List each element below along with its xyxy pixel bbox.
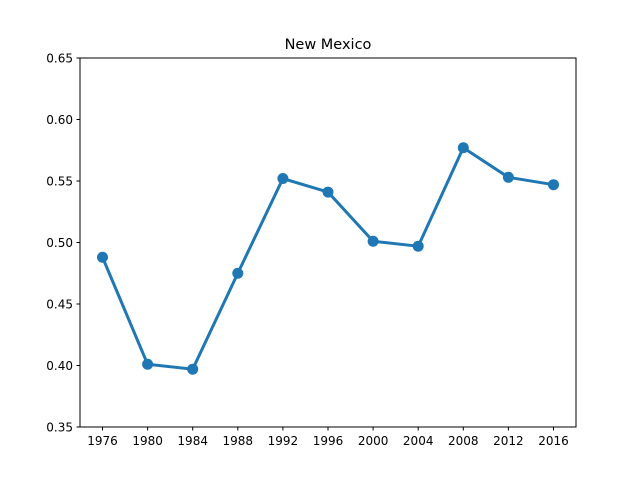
data-point (142, 358, 154, 370)
y-tick-label: 0.40 (46, 359, 73, 373)
data-point (232, 267, 244, 279)
x-tick-label: 1996 (313, 434, 344, 448)
plot-frame (79, 57, 577, 428)
data-point (97, 251, 108, 263)
x-tick-label: 1984 (177, 434, 208, 448)
y-axis: 0.35 0.40 0.45 0.50 0.55 0.60 0.65 (46, 51, 80, 434)
y-tick-label: 0.60 (46, 113, 73, 127)
y-tick-label: 0.50 (46, 236, 73, 250)
x-tick-label: 1976 (87, 434, 118, 448)
data-point (322, 186, 334, 198)
series-layer (97, 142, 559, 375)
data-point (277, 173, 289, 185)
x-tick-label: 2000 (358, 434, 389, 448)
data-point (457, 142, 469, 154)
x-tick-label: 1980 (132, 434, 163, 448)
x-tick-label: 2004 (403, 434, 434, 448)
y-tick-label: 0.55 (46, 174, 73, 188)
x-tick-label: 2008 (448, 434, 479, 448)
data-point (367, 235, 379, 247)
y-tick-label: 0.35 (46, 420, 73, 434)
chart-title: New Mexico (285, 37, 372, 53)
y-tick-label: 0.45 (46, 297, 73, 311)
y-tick-label: 0.65 (46, 51, 73, 65)
x-tick-label: 1992 (268, 434, 299, 448)
data-point (548, 179, 559, 191)
series-line (101, 146, 555, 371)
x-tick-label: 1988 (223, 434, 254, 448)
data-point (502, 171, 514, 183)
x-tick-label: 2012 (493, 434, 524, 448)
x-axis: 1976 1980 1984 1988 1992 1996 2000 2004 2008 2012… (87, 427, 569, 448)
data-point (412, 240, 424, 252)
x-tick-label: 2016 (538, 434, 569, 448)
data-point (187, 363, 199, 375)
